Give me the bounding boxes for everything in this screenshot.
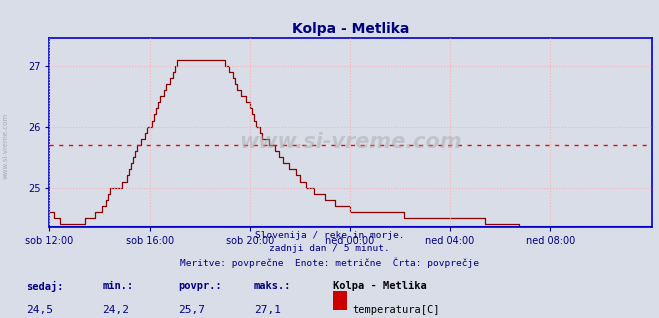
- Text: 24,2: 24,2: [102, 305, 129, 315]
- Text: min.:: min.:: [102, 281, 133, 291]
- Text: 27,1: 27,1: [254, 305, 281, 315]
- Text: zadnji dan / 5 minut.: zadnji dan / 5 minut.: [269, 244, 390, 253]
- Text: maks.:: maks.:: [254, 281, 291, 291]
- Text: povpr.:: povpr.:: [178, 281, 221, 291]
- Text: Slovenija / reke in morje.: Slovenija / reke in morje.: [255, 231, 404, 239]
- Text: 25,7: 25,7: [178, 305, 205, 315]
- Title: Kolpa - Metlika: Kolpa - Metlika: [292, 22, 410, 36]
- Text: Kolpa - Metlika: Kolpa - Metlika: [333, 281, 426, 292]
- Text: www.si-vreme.com: www.si-vreme.com: [2, 113, 9, 179]
- Text: 24,5: 24,5: [26, 305, 53, 315]
- Text: Meritve: povprečne  Enote: metrične  Črta: povprečje: Meritve: povprečne Enote: metrične Črta:…: [180, 257, 479, 268]
- Text: sedaj:: sedaj:: [26, 281, 64, 293]
- Text: www.si-vreme.com: www.si-vreme.com: [240, 132, 462, 152]
- Text: temperatura[C]: temperatura[C]: [353, 305, 440, 315]
